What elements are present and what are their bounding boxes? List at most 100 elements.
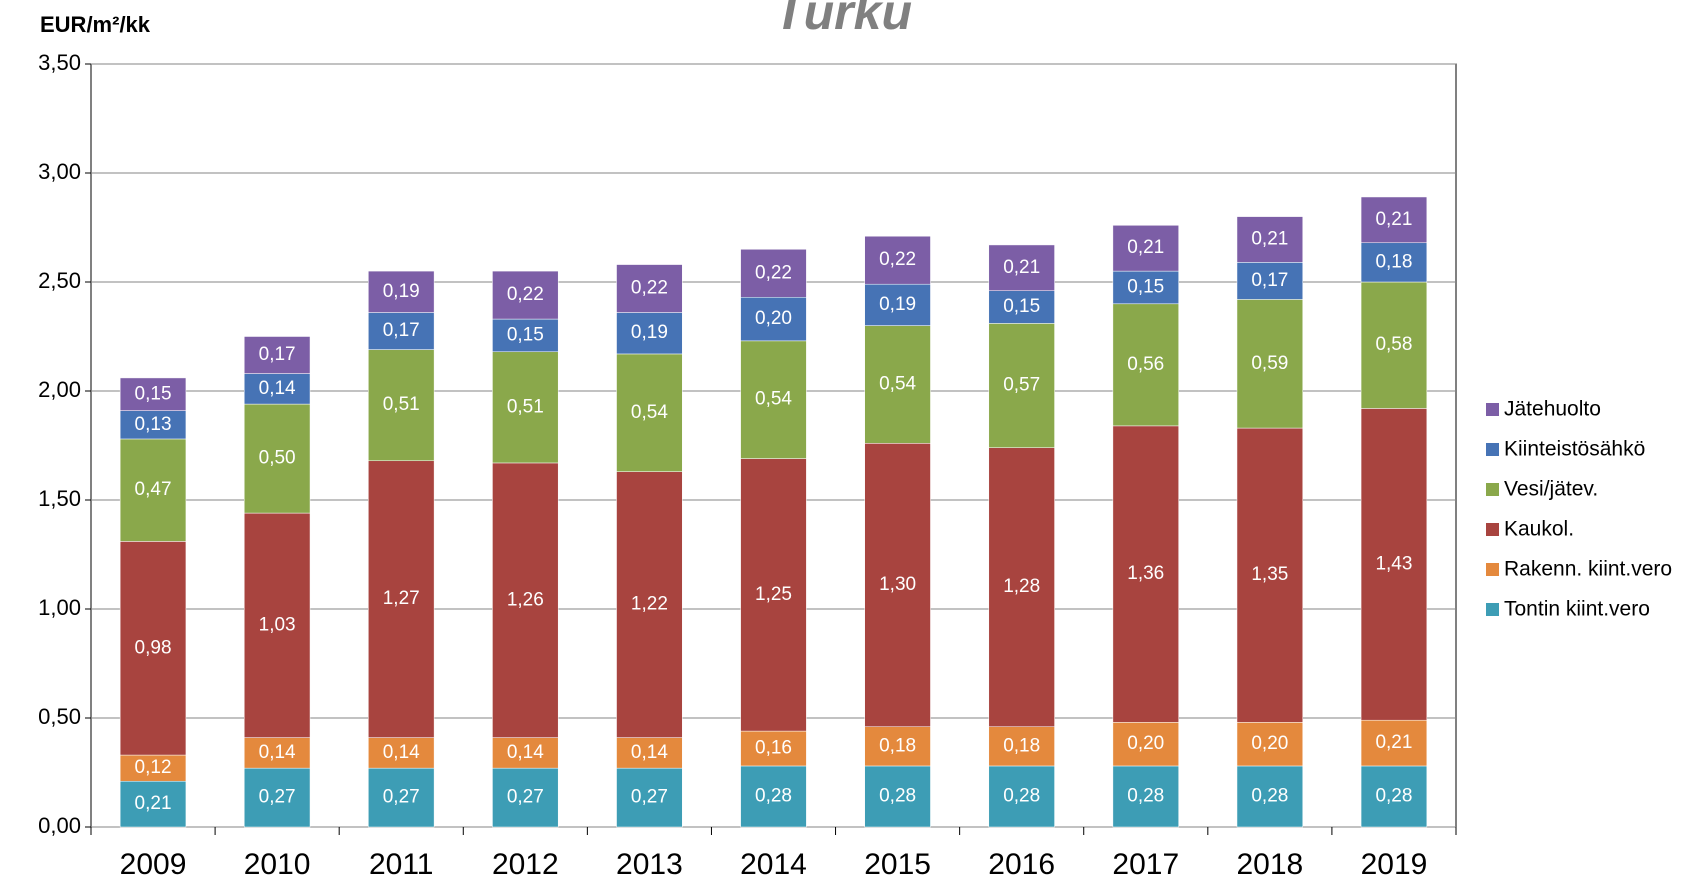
x-tick-label: 2017 (1112, 848, 1179, 879)
data-label: 0,54 (755, 389, 792, 410)
bar-segment (1112, 425, 1179, 723)
data-label: 0,50 (259, 448, 296, 469)
bar-segment (368, 460, 435, 738)
bar-segment (616, 737, 683, 769)
bar-segment (740, 340, 807, 459)
data-label: 0,21 (1251, 229, 1288, 250)
bar-segment (740, 730, 807, 767)
chart-title: Turku (774, 0, 912, 40)
bar-segment (492, 737, 559, 769)
bar-segment (119, 377, 187, 411)
data-label: 1,43 (1375, 553, 1412, 574)
data-label: 0,98 (135, 637, 172, 658)
bar-segment (1360, 408, 1428, 721)
bar-segment (492, 462, 559, 738)
bar-segment (864, 726, 931, 767)
legend-label: Kiinteistösähkö (1504, 438, 1645, 461)
bar-segment (1236, 722, 1303, 767)
bar-segment (988, 323, 1055, 448)
data-label: 0,27 (631, 787, 668, 808)
data-label: 0,20 (1251, 733, 1288, 754)
data-label: 0,19 (631, 322, 668, 343)
data-label: 0,28 (1375, 785, 1412, 806)
legend-label: Jätehuolto (1504, 398, 1601, 421)
y-tick-label: 2,50 (38, 268, 81, 293)
data-label: 0,27 (383, 787, 420, 808)
data-label: 0,27 (259, 787, 296, 808)
bar-segment (492, 351, 559, 464)
x-tick-label: 2013 (616, 848, 683, 879)
bar-segment (368, 767, 435, 828)
data-label: 0,58 (1375, 334, 1412, 355)
bar-segment (864, 235, 931, 285)
data-label: 0,56 (1127, 354, 1164, 375)
data-label: 0,14 (507, 742, 544, 763)
data-label: 0,51 (383, 394, 420, 415)
bar-segment (864, 765, 931, 828)
data-label: 0,22 (755, 262, 792, 283)
y-tick-label: 3,50 (38, 50, 81, 75)
data-label: 0,21 (1375, 209, 1412, 230)
data-label: 0,57 (1003, 375, 1040, 396)
bar-segment (1236, 427, 1303, 723)
data-label: 0,21 (1003, 257, 1040, 278)
bar-segment (119, 438, 187, 542)
data-label: 0,15 (1127, 276, 1164, 297)
data-label: 1,25 (755, 584, 792, 605)
legend-swatch (1486, 403, 1499, 416)
bar-segment (492, 767, 559, 828)
data-label: 0,19 (879, 294, 916, 315)
x-tick-label: 2011 (369, 848, 434, 879)
bar-segment (1112, 270, 1179, 305)
bar-segment (492, 318, 559, 353)
data-label: 0,15 (507, 324, 544, 345)
data-label: 0,59 (1251, 353, 1288, 374)
legend-swatch (1486, 603, 1499, 616)
data-label: 0,27 (507, 787, 544, 808)
data-label: 0,14 (259, 742, 296, 763)
data-label: 0,21 (1375, 732, 1412, 753)
data-label: 0,54 (879, 373, 916, 394)
bar-segment (244, 336, 311, 374)
bar-segment (740, 458, 807, 732)
bar-segment (244, 737, 311, 769)
y-tick-label: 0,00 (38, 813, 81, 838)
bar-segment (1236, 765, 1303, 828)
x-tick-label: 2016 (988, 848, 1055, 879)
bar-segment (244, 767, 311, 828)
data-label: 0,19 (383, 281, 420, 302)
data-label: 0,14 (383, 742, 420, 763)
data-label: 0,28 (755, 785, 792, 806)
data-label: 0,13 (135, 414, 172, 435)
data-label: 0,18 (1003, 735, 1040, 756)
data-label: 0,54 (631, 402, 668, 423)
bar-segment (740, 249, 807, 298)
bar-segment (1112, 722, 1179, 767)
data-label: 0,28 (879, 785, 916, 806)
legend-label: Vesi/jätev. (1504, 478, 1598, 501)
data-label: 0,21 (1127, 237, 1164, 258)
y-axis-label: EUR/m²/kk (40, 12, 151, 37)
x-tick-label: 2015 (864, 848, 931, 879)
bar-segment (1112, 765, 1179, 828)
bar-segment (740, 297, 807, 342)
data-label: 0,28 (1127, 785, 1164, 806)
bar-segment (616, 353, 683, 472)
data-label: 1,36 (1127, 563, 1164, 584)
y-tick-label: 0,50 (38, 704, 81, 729)
data-label: 0,22 (507, 284, 544, 305)
data-label: 0,14 (631, 742, 668, 763)
data-label: 1,30 (879, 574, 916, 595)
y-tick-label: 2,00 (38, 377, 81, 402)
data-label: 0,15 (1003, 296, 1040, 317)
data-label: 0,12 (135, 757, 172, 778)
x-tick-label: 2010 (244, 848, 311, 879)
bar-segment (616, 312, 683, 355)
data-label: 1,22 (631, 594, 668, 615)
bar-segment (988, 244, 1055, 291)
bar-segment (616, 471, 683, 738)
data-label: 0,47 (135, 479, 172, 500)
data-label: 0,51 (507, 396, 544, 417)
data-label: 0,21 (135, 793, 172, 814)
